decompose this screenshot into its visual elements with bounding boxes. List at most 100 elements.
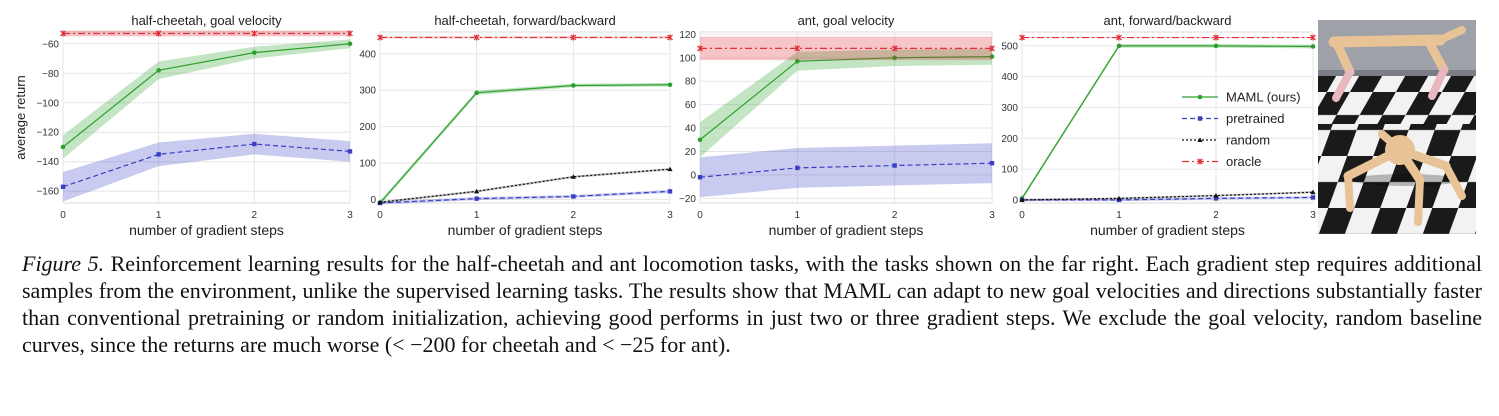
legend-entry-pretrained: pretrained: [1182, 111, 1285, 126]
y-tick-label: 200: [359, 122, 376, 133]
x-tick-label: 3: [1310, 210, 1316, 221]
data-point: [347, 41, 353, 47]
data-point: [892, 55, 897, 61]
series-line: [1021, 45, 1314, 199]
y-tick-label: 0: [370, 195, 376, 206]
y-tick-label: −60: [42, 39, 59, 50]
legend-marker: [1197, 94, 1203, 100]
y-tick-label: 100: [359, 158, 376, 169]
data-point: [377, 34, 383, 41]
x-axis-label: number of gradient steps: [129, 222, 284, 238]
x-tick-label: 1: [156, 210, 162, 221]
x-tick-label: 2: [252, 210, 258, 221]
x-tick-label: 0: [697, 210, 703, 221]
y-tick-label: 80: [685, 77, 697, 88]
x-axis-label: number of gradient steps: [769, 222, 924, 238]
data-point: [1213, 34, 1219, 41]
y-tick-label: −100: [36, 98, 59, 109]
legend-label: MAML (ours): [1226, 90, 1301, 105]
series-pretrained: [60, 133, 353, 202]
confidence-band: [63, 133, 350, 202]
series-line: [699, 162, 993, 178]
y-tick-label: 400: [359, 49, 376, 60]
legend-marker: [1197, 158, 1203, 165]
confidence-band: [63, 30, 350, 37]
y-tick-label: 100: [1001, 165, 1018, 176]
data-point: [697, 45, 703, 52]
chart-title: ant, goal velocity: [798, 13, 895, 28]
data-point: [1213, 193, 1219, 198]
data-point: [252, 50, 257, 55]
series-random: [1019, 189, 1316, 202]
y-tick-label: 120: [679, 30, 696, 41]
data-point: [794, 45, 801, 52]
x-tick-label: 2: [1213, 210, 1219, 221]
data-point: [1310, 195, 1316, 200]
x-tick-label: 3: [989, 210, 995, 221]
data-point: [1019, 197, 1025, 202]
plot-area: [62, 31, 351, 204]
series-oracle: [377, 34, 673, 41]
y-tick-label: −120: [36, 128, 59, 139]
data-point: [60, 144, 66, 150]
x-tick-label: 2: [892, 210, 898, 221]
legend: MAML (ours) pretrained random oracle: [1182, 90, 1301, 169]
data-point: [1116, 43, 1122, 49]
data-point: [570, 174, 576, 179]
figure-caption: Figure 5. Reinforcement learning results…: [22, 250, 1482, 358]
x-axis-label: number of gradient steps: [1090, 222, 1245, 238]
legend-marker: [1197, 137, 1203, 142]
data-point: [667, 34, 673, 41]
data-point: [892, 163, 897, 168]
figure-label: Figure 5.: [22, 251, 105, 276]
series-random: [377, 166, 673, 205]
series-oracle: [697, 36, 995, 61]
series-line: [1021, 191, 1314, 201]
data-point: [347, 149, 353, 154]
task-images: [1318, 20, 1476, 234]
y-tick-label: 300: [359, 86, 376, 97]
plot-area: [1021, 31, 1314, 204]
series-maml: [697, 48, 995, 158]
data-point: [891, 45, 898, 52]
data-point: [474, 188, 480, 194]
y-axis-label: average return: [13, 75, 28, 160]
chart-panel-1: −160 −140 −120 −100 −80 −60 0 1 2 3 half-cheetah, …: [13, 13, 353, 238]
data-point: [60, 30, 66, 37]
x-tick-label: 1: [474, 210, 480, 221]
y-tick-label: 0: [1012, 195, 1018, 206]
series-line: [379, 84, 671, 204]
series-maml: [60, 39, 353, 159]
chart-title: half-cheetah, forward/backward: [434, 13, 615, 28]
confidence-band: [700, 48, 992, 158]
y-tick-label: 500: [1001, 41, 1018, 52]
half-cheetah-render: [1318, 20, 1476, 124]
x-tick-label: 3: [667, 210, 673, 221]
data-point: [156, 152, 161, 157]
x-tick-label: 3: [347, 210, 353, 221]
x-tick-label: 0: [60, 210, 66, 221]
data-point: [795, 165, 800, 171]
data-point: [667, 166, 673, 172]
data-point: [1310, 189, 1316, 195]
data-point: [571, 194, 576, 199]
y-tick-label: −160: [36, 187, 59, 198]
x-tick-label: 0: [377, 210, 383, 221]
legend-entry-maml: MAML (ours): [1182, 90, 1301, 105]
data-point: [989, 54, 995, 59]
series-line: [379, 168, 671, 203]
plot-area: [379, 31, 671, 204]
data-point: [667, 82, 673, 88]
data-point: [156, 68, 161, 73]
y-tick-label: −140: [36, 157, 59, 168]
y-tick-label: 100: [679, 53, 696, 64]
data-point: [1116, 195, 1122, 201]
data-point: [60, 184, 66, 189]
y-tick-label: −80: [42, 69, 59, 80]
legend-label: pretrained: [1226, 111, 1285, 126]
y-tick-label: 300: [1001, 103, 1018, 114]
y-tick-label: 400: [1001, 72, 1018, 83]
data-point: [251, 30, 258, 37]
data-point: [1213, 43, 1219, 49]
